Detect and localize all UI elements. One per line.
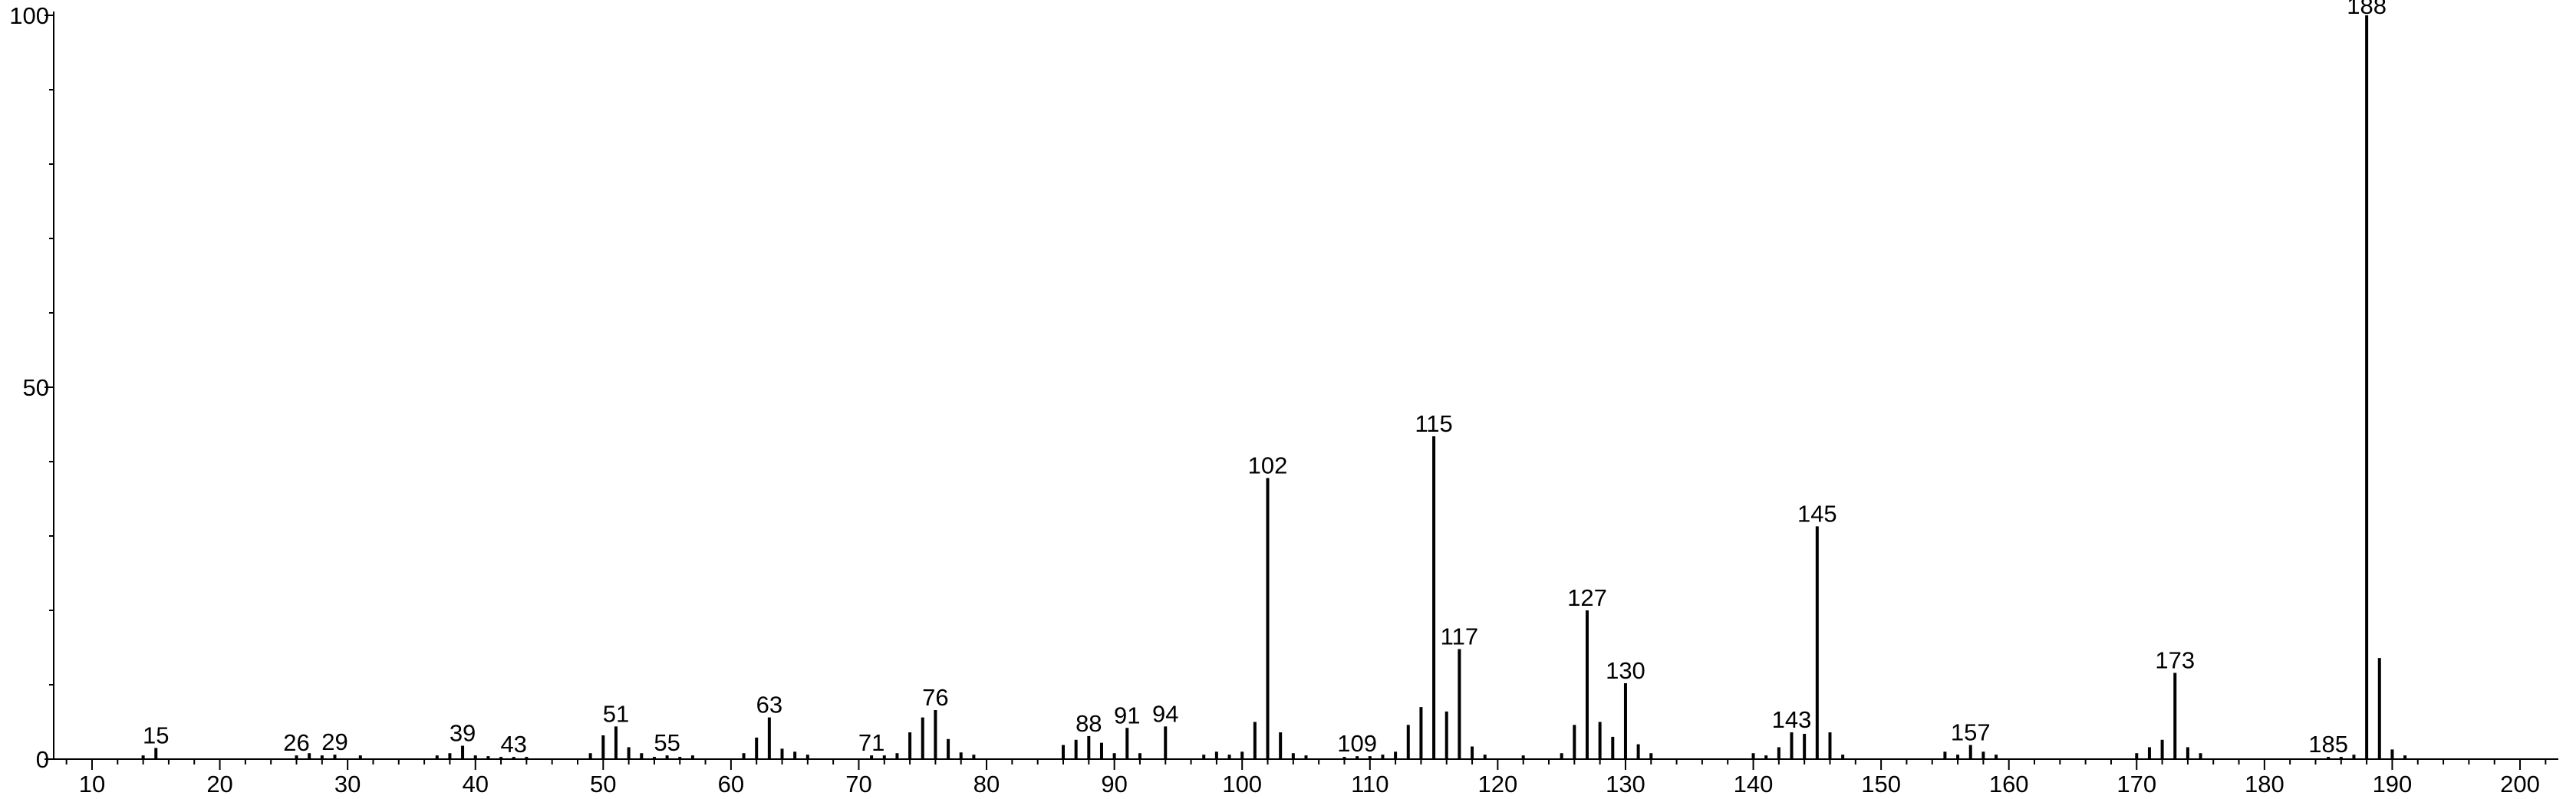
x-tick-label: 10 [79, 771, 105, 797]
peak-labels: 15 26 29 39 43 51 55 63 71 76 88 91 94 102 109 115 117 12… [143, 0, 2387, 758]
peak-label: 26 [283, 729, 309, 756]
peak-label: 185 [2308, 731, 2348, 758]
x-tick-label: 180 [2245, 771, 2284, 797]
peak-label: 115 [1415, 410, 1452, 437]
peak-label: 39 [450, 720, 476, 747]
peak-label: 94 [1152, 700, 1178, 727]
x-tick-label: 130 [1606, 771, 1645, 797]
peak-label: 102 [1248, 452, 1288, 478]
peak-label: 43 [500, 731, 526, 758]
x-tick-label: 50 [590, 771, 616, 797]
x-tick-label: 60 [718, 771, 744, 797]
x-tick-label: 160 [1989, 771, 2029, 797]
peak-label: 88 [1076, 710, 1102, 737]
x-tick-label: 40 [462, 771, 488, 797]
y-tick-label: 0 [36, 746, 49, 773]
x-tick-label: 190 [2373, 771, 2413, 797]
axis-ticks: 10 20 30 40 50 60 70 80 90 100 110 120 130 140 150 160 1… [9, 2, 2547, 797]
y-tick-label: 50 [23, 374, 49, 401]
peak-label: 117 [1441, 623, 1478, 649]
x-tick-label: 200 [2500, 771, 2540, 797]
peak-label: 145 [1797, 500, 1837, 527]
x-tick-label: 80 [973, 771, 1000, 797]
x-tick-label: 120 [1478, 771, 1518, 797]
peak-label: 63 [756, 692, 782, 718]
x-tick-label: 170 [2116, 771, 2156, 797]
peak-label: 15 [143, 722, 169, 748]
peak-label: 55 [654, 729, 680, 756]
peak-label: 51 [603, 700, 629, 727]
peak-label: 188 [2347, 0, 2387, 19]
x-tick-label: 140 [1734, 771, 1774, 797]
x-tick-label: 100 [1222, 771, 1262, 797]
peak-label: 157 [1951, 719, 1991, 746]
peak-label: 91 [1114, 702, 1140, 728]
peak-label: 143 [1772, 706, 1812, 733]
peak-label: 109 [1337, 730, 1377, 757]
x-tick-label: 20 [206, 771, 232, 797]
x-tick-label: 150 [1861, 771, 1901, 797]
peak-label: 71 [858, 729, 884, 756]
y-tick-label: 100 [9, 2, 49, 29]
peak-label: 127 [1567, 584, 1607, 611]
x-tick-label: 90 [1101, 771, 1127, 797]
peak-label: 173 [2155, 646, 2195, 673]
peak-label: 29 [321, 728, 348, 755]
x-tick-label: 30 [334, 771, 361, 797]
spectrum-peaks [141, 15, 2407, 759]
peak-label: 76 [922, 684, 948, 711]
peak-label: 130 [1606, 657, 1645, 684]
x-tick-label: 110 [1351, 771, 1388, 797]
x-tick-label: 70 [845, 771, 871, 797]
